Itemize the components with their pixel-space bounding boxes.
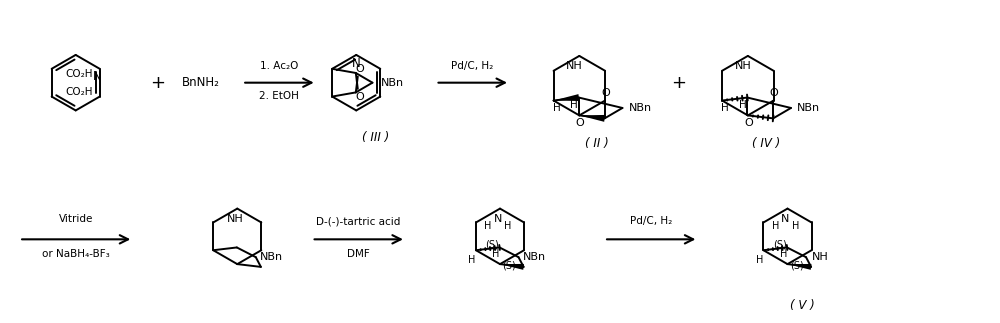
Text: N: N: [781, 214, 790, 224]
Text: H: H: [721, 103, 729, 113]
Text: ( IV ): ( IV ): [752, 137, 780, 150]
Text: H: H: [739, 100, 747, 110]
Text: H: H: [468, 255, 476, 265]
Text: NH: NH: [227, 214, 244, 224]
Text: NH: NH: [735, 61, 751, 71]
Text: Pd/C, H₂: Pd/C, H₂: [451, 61, 493, 71]
Text: H: H: [553, 103, 560, 113]
Text: 2. EtOH: 2. EtOH: [259, 90, 299, 100]
Text: NH: NH: [812, 252, 828, 262]
Text: H: H: [492, 249, 500, 259]
Text: O: O: [355, 64, 364, 74]
Text: ( II ): ( II ): [585, 137, 609, 150]
Polygon shape: [788, 264, 811, 270]
Text: NBn: NBn: [797, 103, 820, 113]
Text: (S): (S): [790, 261, 804, 271]
Text: D-(-)-tartric acid: D-(-)-tartric acid: [316, 216, 400, 226]
Polygon shape: [554, 94, 579, 101]
Text: or NaBH₄-BF₃: or NaBH₄-BF₃: [42, 249, 110, 259]
Text: NBn: NBn: [260, 252, 283, 262]
Text: Vitride: Vitride: [58, 214, 93, 224]
Text: 1. Ac₂O: 1. Ac₂O: [260, 61, 298, 71]
Text: H: H: [570, 100, 578, 110]
Text: CO₂H: CO₂H: [66, 87, 93, 97]
Text: Pd/C, H₂: Pd/C, H₂: [630, 216, 672, 226]
Text: +: +: [150, 74, 165, 92]
Text: CO₂H: CO₂H: [66, 69, 93, 79]
Text: NBn: NBn: [381, 78, 404, 88]
Text: N: N: [494, 214, 502, 224]
Text: NBn: NBn: [629, 103, 652, 113]
Text: O: O: [770, 88, 778, 98]
Text: +: +: [671, 74, 686, 92]
Text: H: H: [504, 222, 512, 232]
Text: H: H: [484, 222, 492, 232]
Text: O: O: [355, 92, 364, 102]
Text: (S): (S): [773, 239, 786, 249]
Text: O: O: [575, 118, 584, 128]
Text: (S): (S): [485, 239, 499, 249]
Text: H: H: [792, 222, 799, 232]
Text: H: H: [772, 222, 779, 232]
Text: O: O: [601, 88, 610, 98]
Polygon shape: [500, 264, 524, 270]
Text: N: N: [93, 70, 102, 83]
Text: NBn: NBn: [523, 252, 546, 262]
Text: H: H: [780, 249, 787, 259]
Text: ( V ): ( V ): [790, 299, 815, 312]
Text: NH: NH: [566, 61, 583, 71]
Text: H: H: [756, 255, 763, 265]
Text: N: N: [352, 57, 361, 70]
Text: (S): (S): [502, 261, 516, 271]
Text: O: O: [744, 118, 753, 128]
Text: ( III ): ( III ): [362, 131, 390, 144]
Polygon shape: [579, 115, 605, 122]
Text: DMF: DMF: [347, 249, 370, 259]
Text: BnNH₂: BnNH₂: [182, 76, 220, 89]
